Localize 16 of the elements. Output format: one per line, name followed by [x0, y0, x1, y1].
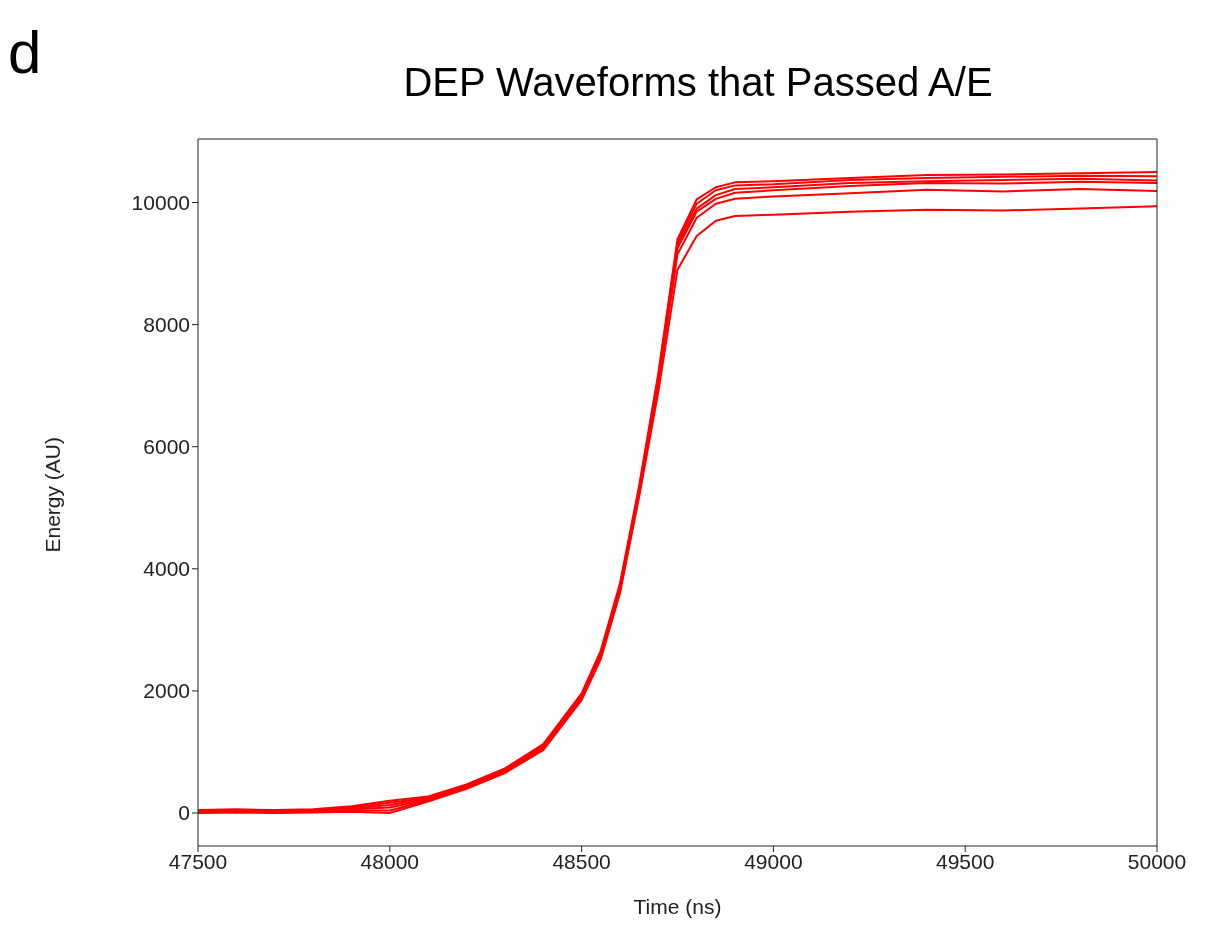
chart-title: DEP Waveforms that Passed A/E: [402, 60, 994, 105]
x-tick-label: 48000: [360, 849, 419, 873]
text: d: [8, 18, 42, 88]
y-tick-label: 4000: [143, 557, 190, 581]
x-tick-label: 49500: [936, 849, 995, 873]
y-axis-title: Energy (AU): [41, 436, 65, 553]
y-tick-label: 0: [178, 801, 190, 825]
y-tick-label: 2000: [143, 679, 190, 703]
y-tick-label: 10000: [131, 190, 190, 214]
y-tick-label: 8000: [143, 313, 190, 337]
x-tick-label: 47500: [168, 849, 228, 873]
x-axis-title: Time (ns): [633, 895, 722, 918]
y-tick-label: 6000: [143, 435, 190, 459]
x-tick-label: 48500: [552, 849, 611, 873]
x-tick-label: 49000: [744, 849, 803, 873]
x-tick-label: 50000: [1127, 849, 1187, 873]
